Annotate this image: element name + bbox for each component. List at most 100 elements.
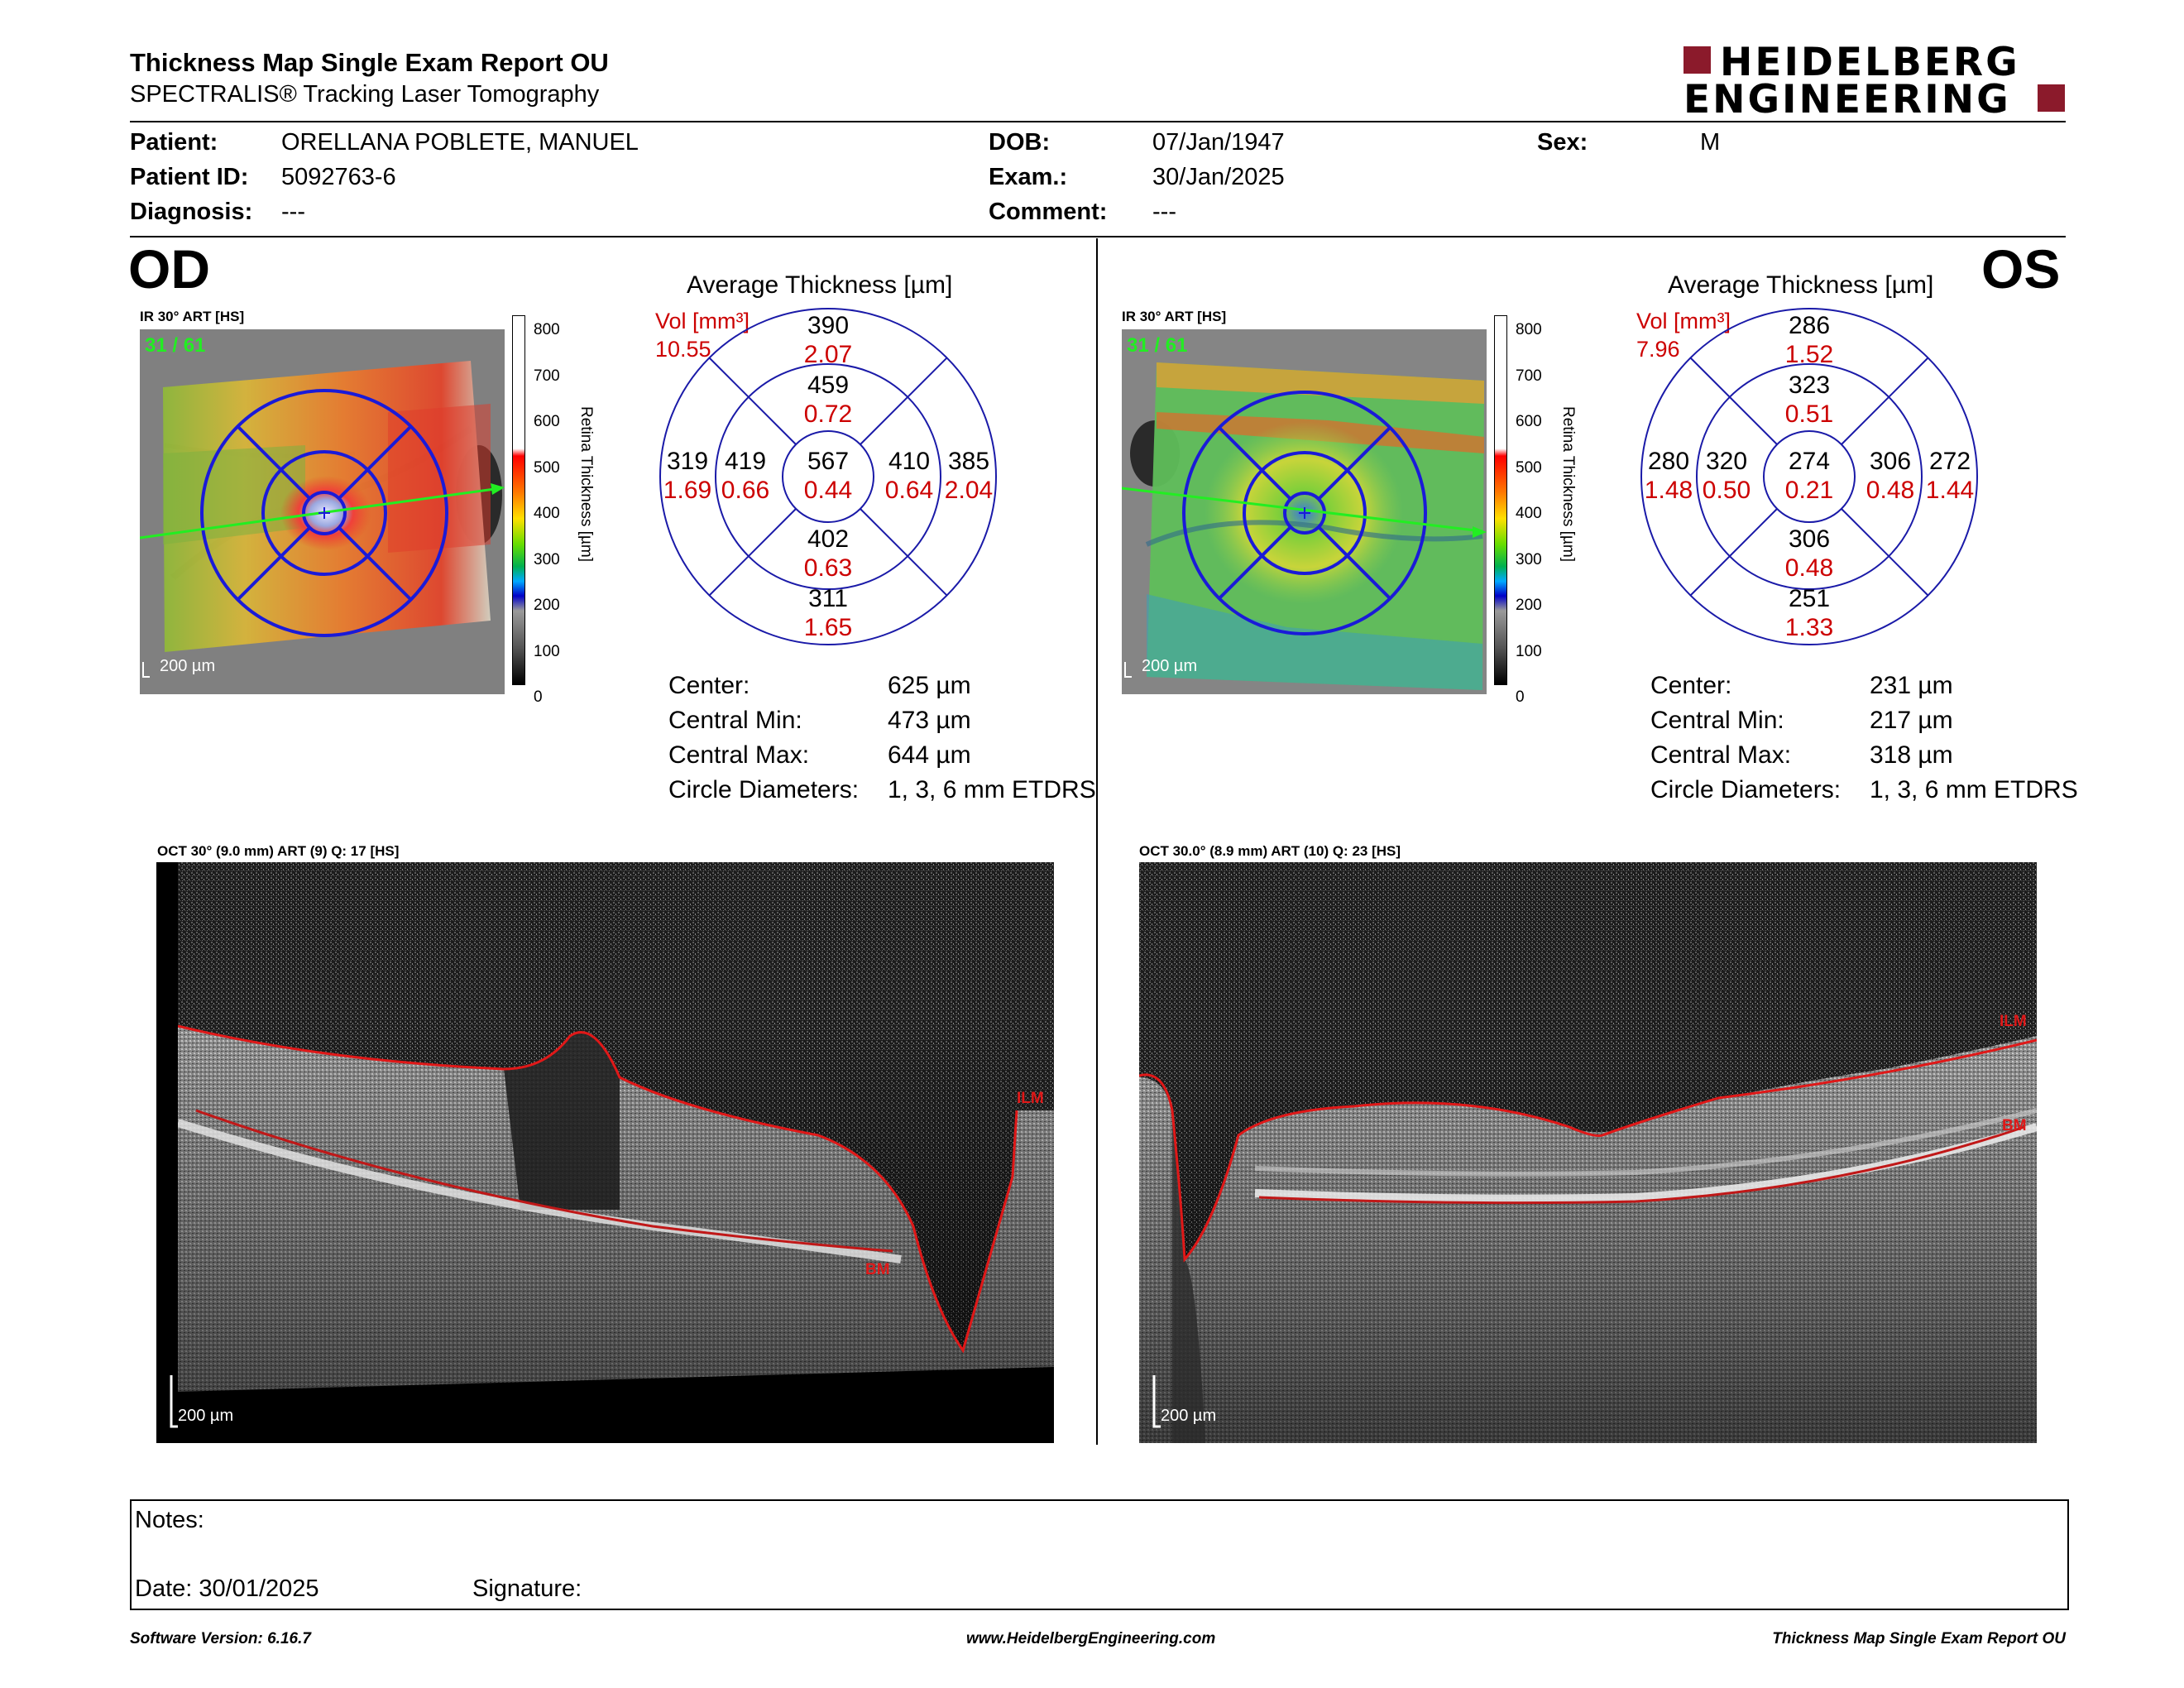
od-outer-superior: 390 2.07 [803,312,853,368]
os-outer-left: 280 1.48 [1644,448,1693,504]
od-oct-scan: ILM BM 200 µm [156,862,1054,1443]
os-frame-counter: 31 / 61 [1127,334,1188,357]
od-vol-label: Vol [mm³] [655,309,750,333]
os-tick-400: 400 [1516,505,1542,522]
os-tick-200: 200 [1516,597,1542,614]
date-label: Date: 30/01/2025 [135,1575,319,1602]
os-etdrs-values: 286 1.52 323 0.51 274 0.21 306 0.48 251 1.33 … [1639,306,1980,647]
od-tick-600: 600 [534,413,560,430]
od-circle-diam-value: 1, 3, 6 mm ETDRS [888,776,1096,803]
od-bm-label: BM [865,1261,890,1278]
os-central-max-label: Central Max: [1650,741,1792,769]
od-inner-right: 410 0.64 [884,448,934,504]
od-tick-800: 800 [534,321,560,338]
od-tick-400: 400 [534,505,560,522]
sex-value: M [1700,129,1721,156]
os-oct-scan: ILM BM 200 µm [1138,862,2038,1443]
comment-label: Comment: [989,199,1108,225]
od-fundus-image: 31 / 61 200 µm [139,329,505,694]
os-fundus-scale: 200 µm [1142,657,1198,675]
od-oct-label: OCT 30° (9.0 mm) ART (9) Q: 17 [HS] [157,843,400,859]
os-tick-600: 600 [1516,413,1542,430]
os-circle-diam-value: 1, 3, 6 mm ETDRS [1870,776,2078,803]
os-bm-label: BM [2002,1117,2027,1134]
patient-id-label: Patient ID: [130,164,249,190]
os-center: 274 0.21 [1784,448,1834,504]
patient-label: Patient: [130,129,218,156]
od-tick-300: 300 [534,550,560,568]
os-colorbar: 800 700 600 500 400 300 200 100 0 Retina… [1494,315,1587,706]
os-etdrs-chart [1639,306,1980,647]
header-divider-top [130,121,2066,122]
os-central-min-value: 217 µm [1870,707,1953,734]
os-central-min-label: Central Min: [1650,707,1784,734]
os-tick-0: 0 [1516,688,1525,706]
os-vol-value: 7.96 [1636,337,1680,362]
os-outer-superior: 286 1.52 [1784,312,1834,368]
exam-value: 30/Jan/2025 [1152,164,1285,190]
os-tick-300: 300 [1516,550,1542,568]
footer-website[interactable]: www.HeidelbergEngineering.com [966,1630,1216,1647]
os-vol-label: Vol [mm³] [1636,309,1731,333]
os-inner-inferior: 306 0.48 [1784,525,1834,582]
od-center-value: 625 µm [888,672,971,699]
od-colorbar: 800 700 600 500 400 300 200 100 0 Retina… [512,315,605,706]
logo-square-bottom [2038,84,2065,112]
od-frame-counter: 31 / 61 [145,334,206,357]
logo-line2: ENGINEERING [1684,77,2011,122]
exam-label: Exam.: [989,164,1068,190]
od-tick-200: 200 [534,597,560,614]
logo-line1: HEIDELBERG [1720,40,2020,85]
od-colorbar-title: Retina Thickness [µm] [577,406,595,562]
os-circle-diam-label: Circle Diameters: [1650,776,1842,803]
patient-name: ORELLANA POBLETE, MANUEL [281,129,639,156]
os-outer-inferior: 251 1.33 [1784,585,1834,641]
report-title: Thickness Map Single Exam Report OU [130,48,609,77]
os-oct-scale: 200 µm [1161,1407,1217,1425]
os-colorbar-gradient [1494,315,1507,685]
os-colorbar-title: Retina Thickness [µm] [1559,406,1577,562]
os-tick-800: 800 [1516,321,1542,338]
diagnosis-value: --- [281,199,305,225]
od-fundus-label: IR 30° ART [HS] [140,309,245,324]
comment-value: --- [1152,199,1176,225]
os-tick-100: 100 [1516,642,1542,660]
header-divider-bottom [130,236,2066,237]
od-avg-thickness-title: Average Thickness [µm] [687,271,953,299]
od-fundus-scale: 200 µm [160,657,216,675]
report-subtitle: SPECTRALIS® Tracking Laser Tomography [130,81,600,108]
notes-box[interactable] [130,1499,2069,1610]
os-inner-superior: 323 0.51 [1784,372,1834,428]
od-colorbar-gradient [512,315,525,685]
os-tick-500: 500 [1516,458,1542,477]
od-inner-left: 419 0.66 [721,448,770,504]
od-tick-500: 500 [534,458,560,477]
od-center: 567 0.44 [803,448,853,504]
os-central-max-value: 318 µm [1870,741,1953,769]
os-ilm-label: ILM [2000,1013,2027,1030]
logo-square-top [1684,46,1711,74]
os-fundus-label: IR 30° ART [HS] [1122,309,1227,324]
os-center-label: Center: [1650,672,1732,699]
sex-label: Sex: [1537,129,1588,156]
od-circle-diam-label: Circle Diameters: [668,776,860,803]
od-outer-inferior: 311 1.65 [803,585,853,641]
od-etdrs-values: 390 2.07 459 0.72 567 0.44 402 0.63 311 1.65 … [658,306,999,647]
od-ilm-label: ILM [1017,1090,1044,1107]
os-outer-right: 272 1.44 [1925,448,1975,504]
os-fundus-image: 31 / 61 200 µm [1121,329,1487,694]
os-center-value: 231 µm [1870,672,1953,699]
dob-label: DOB: [989,129,1051,156]
patient-id: 5092763-6 [281,164,396,190]
heidelberg-logo: HEIDELBERG ENGINEERING [1684,40,2066,122]
os-tick-700: 700 [1516,367,1542,385]
os-colorbar-ticks: 800 700 600 500 400 300 200 100 0 [1516,307,1542,721]
od-eye-label: OD [128,238,210,300]
os-eye-label: OS [1981,238,2061,300]
od-outer-left: 319 1.69 [663,448,712,504]
od-colorbar-ticks: 800 700 600 500 400 300 200 100 0 [534,307,560,721]
od-outer-right: 385 2.04 [944,448,994,504]
od-stats: Center: 625 µm Central Min: 473 µm Central… [668,669,1096,808]
od-center-label: Center: [668,672,750,699]
diagnosis-label: Diagnosis: [130,199,253,225]
